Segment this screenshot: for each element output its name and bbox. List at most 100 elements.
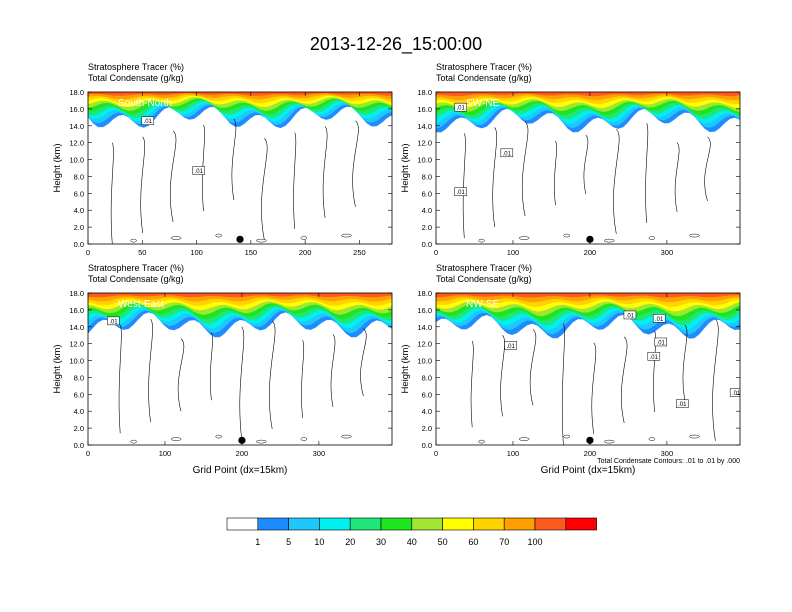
y-tick-label: 12.0 bbox=[417, 340, 432, 349]
y-tick-label: 12.0 bbox=[417, 139, 432, 148]
condensate-contour bbox=[300, 437, 308, 441]
condensate-contour bbox=[110, 142, 114, 244]
condensate-contour bbox=[613, 128, 620, 234]
x-tick-label: 50 bbox=[138, 248, 146, 257]
colorbar-label: 100 bbox=[527, 537, 542, 547]
condensate-contour bbox=[561, 323, 565, 445]
condensate-contour bbox=[261, 138, 268, 240]
condensate-contour bbox=[648, 236, 656, 240]
x-tick-label: 100 bbox=[190, 248, 203, 257]
contour-label-box bbox=[107, 316, 120, 326]
y-tick-label: 6.0 bbox=[422, 390, 432, 399]
y-tick-label: 10.0 bbox=[69, 156, 84, 165]
x-tick-label: 200 bbox=[584, 449, 597, 458]
y-tick-label: 10.0 bbox=[417, 156, 432, 165]
condensate-contour bbox=[209, 332, 213, 401]
condensate-contour bbox=[583, 134, 589, 195]
colorbar-box bbox=[534, 517, 567, 531]
y-tick-label: 2.0 bbox=[74, 424, 84, 433]
condensate-contour bbox=[202, 124, 205, 212]
y-tick-label: 2.0 bbox=[74, 223, 84, 232]
x-axis-label: Grid Point (dx=15km) bbox=[193, 465, 288, 476]
x-tick-label: 200 bbox=[584, 248, 597, 257]
condensate-contour bbox=[492, 127, 497, 228]
y-axis-label: Height (km) bbox=[52, 143, 63, 192]
contour-label: .01 bbox=[195, 169, 204, 175]
cross-section-label: NW-SE bbox=[466, 299, 499, 310]
y-tick-label: 18.0 bbox=[69, 289, 84, 298]
location-marker bbox=[586, 436, 594, 444]
colorbar-box bbox=[565, 517, 597, 531]
contour-label-box bbox=[141, 116, 154, 125]
y-tick-label: 12.0 bbox=[69, 139, 84, 148]
condensate-contour bbox=[215, 233, 222, 238]
x-tick-label: 100 bbox=[159, 449, 172, 458]
condensate-contour bbox=[360, 328, 367, 397]
condensate-contour bbox=[529, 329, 537, 406]
cross-section-label: South-North bbox=[118, 98, 172, 109]
condensate-contour bbox=[563, 434, 570, 439]
condensate-contour bbox=[169, 130, 177, 223]
plot-area: West-East .01 bbox=[88, 293, 392, 445]
colorbar-box bbox=[319, 517, 351, 531]
y-tick-label: 16.0 bbox=[69, 105, 84, 114]
x-axis-label: Grid Point (dx=15km) bbox=[541, 465, 636, 476]
plot-frame bbox=[87, 292, 393, 446]
y-tick-label: 14.0 bbox=[417, 122, 432, 131]
colorbar-box bbox=[226, 517, 259, 531]
plot-frame bbox=[87, 91, 393, 245]
plot-area: South-North .01 .01 bbox=[88, 92, 392, 244]
contour-label: .01 bbox=[144, 119, 153, 125]
contour-label: .01 bbox=[456, 190, 465, 196]
x-tick-label: 200 bbox=[236, 449, 249, 458]
colorbar-label: 10 bbox=[314, 537, 324, 547]
colorbar: 1 5 10 20 30 40 50 60 70 100 bbox=[226, 517, 597, 547]
figure-title: 2013-12-26_15:00:00 bbox=[310, 34, 482, 55]
colorbar-label: 50 bbox=[438, 537, 448, 547]
condensate-contour bbox=[130, 238, 137, 243]
x-tick-label: 100 bbox=[507, 248, 520, 257]
condensate-contour bbox=[118, 324, 122, 434]
location-marker bbox=[586, 235, 594, 243]
panel-label-condensate: Total Condensate (g/kg) bbox=[88, 73, 184, 83]
condensate-contour bbox=[621, 336, 628, 424]
condensate-contour bbox=[604, 439, 615, 444]
y-tick-label: 0.0 bbox=[422, 240, 432, 249]
x-tick-label: 300 bbox=[661, 449, 674, 458]
condensate-contour bbox=[322, 126, 328, 218]
panel-bottom-left: Stratosphere Tracer (%)Total Condensate … bbox=[52, 263, 393, 476]
condensate-contour bbox=[500, 335, 505, 417]
panel-label-condensate: Total Condensate (g/kg) bbox=[88, 274, 184, 284]
cross-section-label: SW-NE bbox=[466, 98, 499, 109]
tracer-band bbox=[88, 293, 392, 298]
y-tick-label: 0.0 bbox=[74, 240, 84, 249]
y-axis-label: Height (km) bbox=[400, 143, 411, 192]
y-tick-label: 10.0 bbox=[69, 357, 84, 366]
contour-label: .01 bbox=[732, 391, 741, 397]
panels: Stratosphere Tracer (%) Total Condensate … bbox=[52, 62, 741, 476]
colorbar-box bbox=[349, 517, 382, 531]
y-tick-label: 4.0 bbox=[74, 407, 84, 416]
colorbar-label: 60 bbox=[468, 537, 478, 547]
condensate-contour bbox=[148, 319, 153, 423]
location-marker bbox=[238, 436, 246, 444]
colorbar-label: 1 bbox=[255, 537, 260, 547]
condensate-contour bbox=[239, 326, 245, 440]
colorbar-label: 30 bbox=[376, 537, 386, 547]
y-tick-label: 14.0 bbox=[69, 122, 84, 131]
y-tick-label: 6.0 bbox=[74, 390, 84, 399]
contour-label: .01 bbox=[678, 402, 687, 408]
y-tick-label: 8.0 bbox=[74, 172, 84, 181]
colorbar-box bbox=[411, 517, 443, 531]
plot-frame bbox=[435, 91, 741, 245]
condensate-contour bbox=[518, 236, 530, 240]
plot-frame bbox=[435, 292, 741, 446]
condensate-contour bbox=[470, 340, 474, 428]
contour-label-box bbox=[647, 352, 661, 361]
condensate-contour bbox=[478, 439, 485, 444]
panel-label-tracer: Stratosphere Tracer (%) bbox=[436, 62, 532, 72]
contour-label-box bbox=[454, 187, 467, 196]
colorbar-box bbox=[257, 517, 289, 531]
colorbar-label: 40 bbox=[407, 537, 417, 547]
condensate-contour bbox=[591, 342, 597, 435]
